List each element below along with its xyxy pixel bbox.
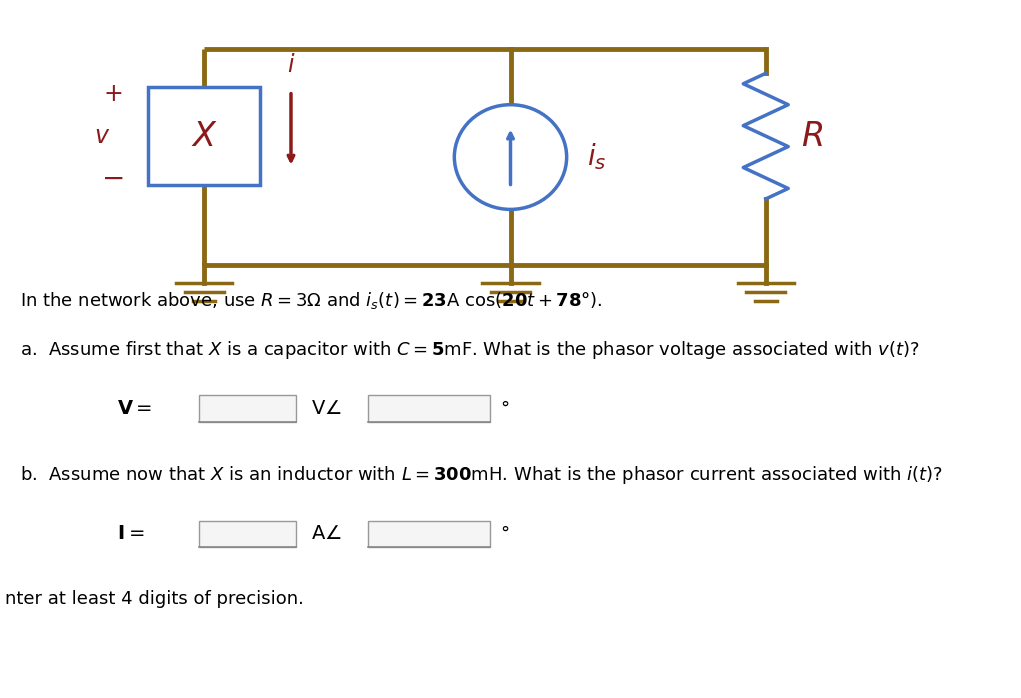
Bar: [368, 521, 490, 547]
Text: $\mathrm{A}\angle$: $\mathrm{A}\angle$: [311, 524, 342, 544]
Bar: [199, 521, 296, 547]
Text: $v$: $v$: [94, 124, 110, 148]
Text: $R$: $R$: [801, 119, 824, 153]
Text: $\mathrm{V}\angle$: $\mathrm{V}\angle$: [311, 399, 342, 418]
Text: $-$: $-$: [101, 164, 124, 192]
Text: $\mathbf{V} =$: $\mathbf{V} =$: [117, 399, 153, 418]
Bar: [199, 395, 296, 422]
Text: nter at least 4 digits of precision.: nter at least 4 digits of precision.: [5, 590, 304, 608]
Bar: [148, 87, 260, 185]
Ellipse shape: [454, 105, 567, 209]
Text: $i$: $i$: [287, 53, 295, 77]
Text: $\mathbf{I} =$: $\mathbf{I} =$: [117, 524, 145, 544]
Bar: [368, 395, 490, 422]
Text: °: °: [500, 525, 509, 543]
Text: In the network above, use $R = 3\Omega$ and $i_s(t) = \mathbf{23}$A $\cos(\mathb: In the network above, use $R = 3\Omega$ …: [20, 290, 603, 311]
Text: $+$: $+$: [103, 82, 121, 106]
Text: b.  Assume now that $X$ is an inductor with $L = \mathbf{300}$mH. What is the ph: b. Assume now that $X$ is an inductor wi…: [20, 464, 943, 487]
Text: $i_s$: $i_s$: [587, 142, 606, 172]
Text: °: °: [500, 399, 509, 417]
Text: a.  Assume first that $X$ is a capacitor with $C = \mathbf{5}$mF. What is the ph: a. Assume first that $X$ is a capacitor …: [20, 339, 920, 361]
Text: $X$: $X$: [191, 119, 217, 153]
